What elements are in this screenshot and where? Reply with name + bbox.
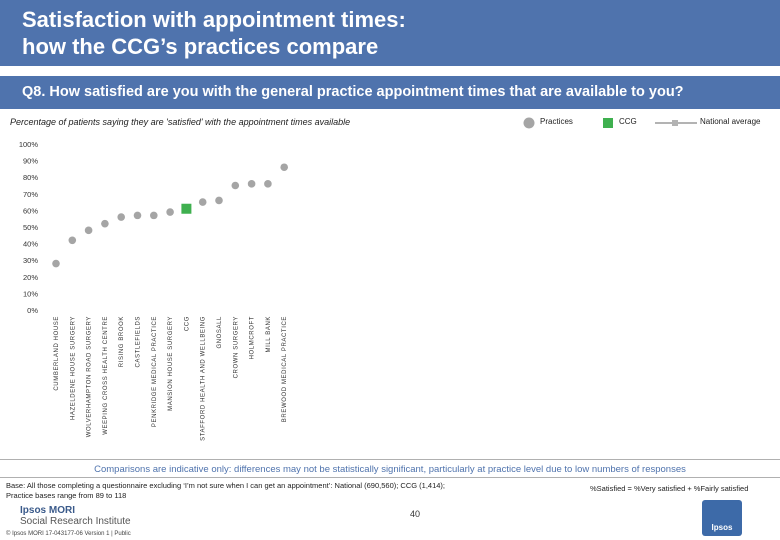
satisfied-definition: %Satisfied = %Very satisfied + %Fairly s… <box>590 484 749 493</box>
divider-line <box>0 477 780 478</box>
y-tick-label: 100% <box>19 140 39 149</box>
y-tick-label: 0% <box>27 306 38 315</box>
x-category-label: CCG <box>184 316 190 331</box>
practice-point <box>280 163 289 172</box>
practice-point <box>101 219 109 228</box>
y-tick-label: 40% <box>23 240 38 249</box>
y-tick-label: 80% <box>23 173 38 182</box>
chart-subtitle: Percentage of patients saying they are '… <box>10 117 351 127</box>
question-text: Q8. How satisfied are you with the gener… <box>22 84 684 100</box>
y-tick-label: 70% <box>23 190 38 199</box>
practice-point <box>68 236 77 245</box>
ccg-point <box>181 203 192 214</box>
practice-point <box>117 213 125 221</box>
base-note-line-1: Base: All those completing a questionnai… <box>6 481 446 490</box>
practice-point <box>247 180 256 188</box>
header-bar <box>0 0 780 66</box>
legend-ccg-label: CCG <box>619 117 637 126</box>
practice-point <box>264 180 272 188</box>
legend-national-label: National average <box>700 117 761 126</box>
brand-block: Ipsos MORI Social Research Institute <box>20 505 131 527</box>
x-category-label: MILL BANK <box>266 316 272 353</box>
practice-point <box>198 198 207 206</box>
logo-text: Ipsos <box>711 523 733 532</box>
y-tick-label: 10% <box>23 289 38 298</box>
practice-point <box>52 259 60 268</box>
y-tick-label: 30% <box>23 256 38 265</box>
x-category-label: STAFFORD HEALTH AND WELLBEING <box>201 316 207 441</box>
x-category-label: CASTLEFIELDS <box>136 316 142 368</box>
x-category-label: GNOSALL <box>217 316 223 349</box>
practice-point <box>133 211 142 220</box>
legend-national-marker <box>655 120 697 126</box>
practice-point <box>84 226 93 235</box>
copyright: © Ipsos MORI 17-043177-06 Version 1 | Pu… <box>6 531 131 537</box>
y-tick-label: 50% <box>23 223 38 232</box>
x-category-label: CROWN SURGERY <box>233 316 239 378</box>
x-category-label: CUMBERLAND HOUSE <box>54 316 60 391</box>
x-category-label: HOLMCROFT <box>250 316 256 359</box>
x-category-label: HAZELDENE HOUSE SURGERY <box>70 316 76 420</box>
legend-practices-label: Practices <box>540 117 573 126</box>
base-note-line-2: Practice bases range from 89 to 118 <box>6 491 127 500</box>
comparison-note: Comparisons are indicative only: differe… <box>94 464 686 475</box>
divider-line <box>0 459 780 460</box>
x-category-label: WOLVERHAMPTON ROAD SURGERY <box>87 316 93 437</box>
title-line-1: Satisfaction with appointment times: <box>22 7 406 32</box>
practice-point <box>231 181 240 190</box>
page-title: Satisfaction with appointment times: how… <box>22 6 722 60</box>
x-category-label: MANSION HOUSE SURGERY <box>168 316 174 411</box>
legend-practices-marker <box>523 117 535 129</box>
legend-ccg-marker <box>603 118 613 128</box>
y-tick-label: 20% <box>23 273 38 282</box>
y-tick-label: 90% <box>23 157 38 166</box>
practice-point <box>215 196 223 205</box>
page-number: 40 <box>410 509 421 519</box>
practice-point <box>166 208 174 216</box>
base-note: Base: All those completing a questionnai… <box>6 481 476 501</box>
x-category-label: RISING BROOK <box>119 316 125 367</box>
chart-area: 100% 90% 80% 70% 60% 50% 40% 30% 20% 10% 0% CUMBERL… <box>19 140 289 441</box>
ipsos-logo: Ipsos <box>702 500 742 536</box>
practice-point <box>150 211 158 220</box>
x-category-label: WEEPING CROSS HEALTH CENTRE <box>103 316 109 435</box>
y-tick-label: 60% <box>23 206 38 215</box>
x-category-label: BREWOOD MEDICAL PRACTICE <box>282 316 288 422</box>
question-bar <box>0 76 780 109</box>
title-line-2: how the CCG’s practices compare <box>22 34 379 59</box>
brand-subline: Social Research Institute <box>20 516 131 527</box>
brand-name: Ipsos MORI <box>20 505 76 516</box>
x-category-label: PENKRIDGE MEDICAL PRACTICE <box>152 316 158 427</box>
